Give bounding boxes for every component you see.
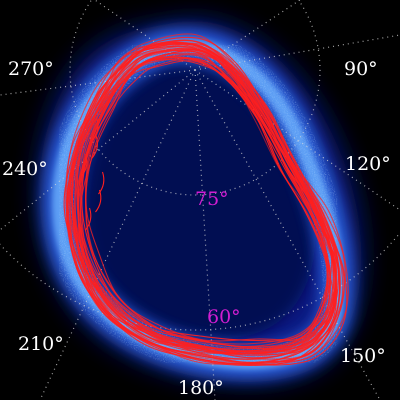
meridian-150 xyxy=(194,69,381,400)
oval-track xyxy=(69,36,348,366)
oval-track-fragment xyxy=(91,135,98,159)
oval-track-fragment xyxy=(85,207,92,231)
oval-track xyxy=(77,49,337,357)
oval-tracks xyxy=(63,33,349,366)
oval-track-fragment xyxy=(92,117,99,141)
latitude-label-75: 75° xyxy=(195,188,229,210)
longitude-labels: 270° 90° 240° 120° 210° 150° 180° xyxy=(2,58,391,399)
longitude-label-150: 150° xyxy=(340,345,386,367)
longitude-label-240: 240° xyxy=(2,158,48,180)
meridian-60 xyxy=(194,0,301,71)
longitude-label-120: 120° xyxy=(345,153,391,175)
emission-glow xyxy=(39,20,362,383)
meridian-210 xyxy=(39,69,196,400)
oval-track xyxy=(66,33,341,365)
longitude-label-210: 210° xyxy=(18,333,64,355)
meridian-240 xyxy=(0,69,196,231)
oval-track-fragment xyxy=(81,153,88,177)
oval-track xyxy=(74,46,334,350)
longitude-label-270: 270° xyxy=(8,58,54,80)
latitude-labels: 75° 60° xyxy=(195,188,241,328)
latitude-circle-75 xyxy=(69,0,321,196)
oval-track xyxy=(65,39,346,360)
longitude-label-180: 180° xyxy=(178,377,224,399)
oval-track-fragment xyxy=(95,189,102,213)
longitude-label-90: 90° xyxy=(344,58,378,80)
latitude-label-60: 60° xyxy=(207,306,241,328)
